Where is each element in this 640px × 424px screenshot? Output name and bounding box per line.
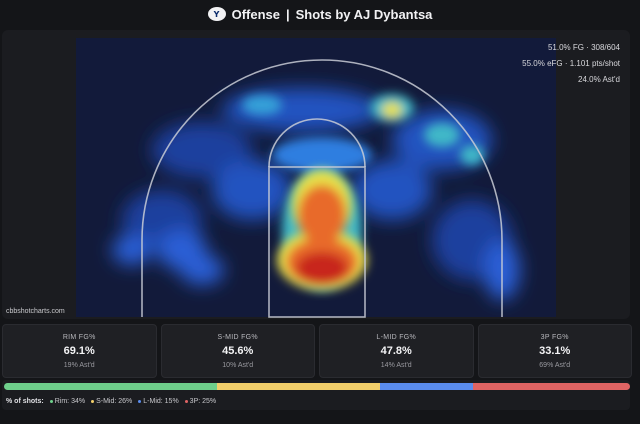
assisted-stat: 24.0% Ast'd [578,75,620,84]
zone-cards: RIM FG% 69.1% 19% Ast'd S-MID FG% 45.6% … [0,324,632,378]
zone-card-long-mid: L-MID FG% 47.8% 14% Ast'd [319,324,474,378]
zone-card-short-mid: S-MID FG% 45.6% 10% Ast'd [160,324,315,378]
legend-label: L-Mid: 15% [143,398,179,405]
free-throw-circle [268,118,366,168]
legend-dot-icon [138,400,142,403]
zone-assisted: 19% Ast'd [63,361,95,369]
legend-item-rim: Rim: 34% [49,398,86,405]
court-lines [141,59,503,318]
summary-stats: 51.0% FG · 308/604 55.0% eFG · 1.101 pts… [522,40,620,88]
distribution-segment-rim [4,383,217,390]
legend-label: 3P: 25% [189,398,217,405]
distribution-segment-short-mid [216,383,380,390]
shot-heatmap [76,38,556,318]
header-separator: | [285,6,290,22]
watermark: cbbshotcharts.com [6,308,65,315]
heat-layer-hot [277,170,367,290]
zone-label: 3P FG% [540,333,569,341]
zone-card-rim: RIM FG% 69.1% 19% Ast'd [2,324,157,378]
legend-dot-icon [49,400,53,403]
distribution-segment-long-mid [379,383,474,390]
chart-title: Shots by AJ Dybantsa [295,6,433,22]
legend-item-short-mid: S-Mid: 26% [91,398,132,405]
zone-value: 47.8% [380,344,412,357]
zone-assisted: 69% Ast'd [539,361,571,369]
legend-lead: % of shots: [6,398,44,405]
zone-value: 69.1% [63,344,95,357]
zone-card-three: 3P FG% 33.1% 69% Ast'd [477,324,632,378]
three-point-line [141,59,503,317]
shot-distribution-bar [4,383,630,390]
paint [268,166,366,318]
efg-stat: 55.0% eFG · 1.101 pts/shot [522,59,620,68]
zone-assisted: 14% Ast'd [380,361,412,369]
legend-dot-icon [91,400,95,403]
fg-stat: 51.0% FG · 308/604 [547,43,620,52]
zone-assisted: 10% Ast'd [222,361,254,369]
legend-item-three: 3P: 25% [184,398,217,405]
legend-dot-icon [184,400,188,403]
zone-label: L-MID FG% [376,333,417,341]
zone-label: RIM FG% [62,333,96,341]
chart-header: Y Offense | Shots by AJ Dybantsa [0,0,640,28]
shot-distribution-panel: % of shots: Rim: 34% S-Mid: 26% L-Mid: 1… [2,380,630,410]
zone-label: S-MID FG% [217,333,258,341]
legend-item-long-mid: L-Mid: 15% [138,398,179,405]
team-logo-icon: Y [207,7,226,21]
distribution-segment-three [473,383,630,390]
shot-chart-panel: 51.0% FG · 308/604 55.0% eFG · 1.101 pts… [2,30,630,319]
zone-value: 45.6% [222,344,254,357]
shot-distribution-legend: % of shots: Rim: 34% S-Mid: 26% L-Mid: 1… [6,398,216,405]
legend-label: S-Mid: 26% [96,398,133,405]
legend-label: Rim: 34% [54,398,86,405]
team-label: Offense [231,6,280,22]
zone-value: 33.1% [539,344,571,357]
